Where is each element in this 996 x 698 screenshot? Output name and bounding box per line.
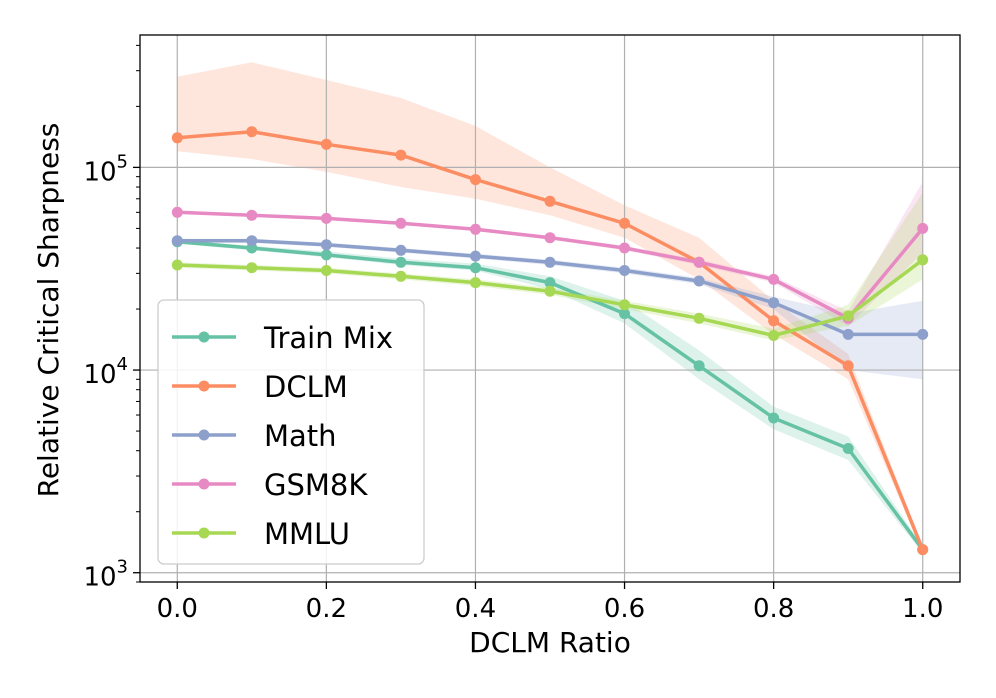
point-1-5	[544, 195, 556, 207]
point-3-10	[917, 222, 929, 234]
point-0-9	[842, 443, 854, 454]
legend-label-1: DCLM	[264, 370, 348, 404]
point-2-4	[470, 250, 481, 262]
legend-marker-4	[198, 527, 210, 539]
legend: Train Mix DCLM Math GSM8K MMLU	[157, 299, 425, 565]
point-2-0	[171, 235, 183, 247]
y-tick-label-0: 103	[83, 557, 128, 593]
point-3-7	[693, 256, 705, 268]
legend-marker-1	[198, 380, 210, 392]
point-0-6	[619, 308, 630, 320]
point-4-5	[544, 285, 556, 297]
axes-frame	[139, 34, 961, 583]
point-2-7	[693, 275, 705, 287]
legend-marker-2	[198, 429, 210, 441]
point-1-4	[470, 174, 481, 186]
point-0-2	[320, 249, 332, 261]
point-0-8	[768, 412, 780, 424]
series-lines	[171, 126, 929, 556]
x-tick-label-1: 0.2	[306, 594, 347, 624]
x-axis-title: DCLM Ratio	[469, 626, 631, 659]
point-2-3	[395, 244, 407, 256]
point-4-8	[768, 330, 780, 341]
point-2-10	[917, 328, 929, 340]
legend-label-0: Train Mix	[263, 321, 393, 355]
point-2-1	[246, 235, 258, 247]
point-1-1	[246, 126, 258, 138]
point-1-0	[171, 132, 183, 144]
point-3-2	[320, 212, 332, 224]
point-0-5	[544, 277, 556, 289]
point-1-2	[320, 138, 332, 150]
point-1-10	[917, 544, 929, 556]
point-4-4	[470, 277, 481, 289]
point-1-9	[842, 360, 854, 372]
x-tick-label-4: 0.8	[753, 594, 794, 624]
axis-ticks: 0.0 0.2 0.4 0.6 0.8 1.0 103 104 105	[83, 44, 943, 624]
x-tick-label-0: 0.0	[157, 594, 198, 624]
legend-marker-0	[198, 331, 210, 343]
point-4-2	[320, 265, 332, 276]
y-axis-title: Relative Critical Sharpness	[32, 123, 65, 498]
point-3-1	[246, 209, 258, 221]
point-4-6	[619, 299, 630, 311]
y-tick-label-2: 105	[83, 151, 128, 187]
legend-label-4: MMLU	[264, 517, 350, 551]
plot-frame	[139, 34, 961, 583]
point-1-8	[768, 315, 780, 327]
legend-box	[157, 299, 425, 565]
point-2-2	[320, 239, 332, 251]
point-2-8	[768, 297, 780, 309]
legend-marker-3	[198, 478, 210, 490]
point-2-5	[544, 256, 556, 268]
legend-label-2: Math	[264, 419, 337, 453]
y-tick-label-1: 104	[83, 354, 128, 390]
point-4-3	[395, 270, 407, 282]
point-3-3	[395, 217, 407, 229]
point-0-7	[693, 360, 705, 372]
band-4	[177, 192, 923, 341]
point-4-9	[842, 310, 854, 322]
point-4-10	[917, 254, 929, 266]
point-1-3	[395, 149, 407, 161]
point-3-4	[470, 223, 481, 235]
point-1-6	[619, 217, 630, 229]
point-0-3	[395, 256, 407, 268]
point-4-7	[693, 312, 705, 324]
point-3-0	[171, 206, 183, 218]
x-tick-label-3: 0.6	[604, 594, 645, 624]
point-2-6	[619, 265, 630, 276]
x-tick-label-2: 0.4	[455, 594, 496, 624]
legend-label-3: GSM8K	[264, 468, 368, 502]
point-3-8	[768, 273, 780, 285]
point-4-0	[171, 259, 183, 271]
point-3-5	[544, 232, 556, 244]
point-3-6	[619, 242, 630, 254]
point-4-1	[246, 262, 258, 274]
point-0-4	[470, 262, 481, 274]
x-tick-label-5: 1.0	[902, 594, 943, 624]
point-2-9	[842, 328, 854, 340]
